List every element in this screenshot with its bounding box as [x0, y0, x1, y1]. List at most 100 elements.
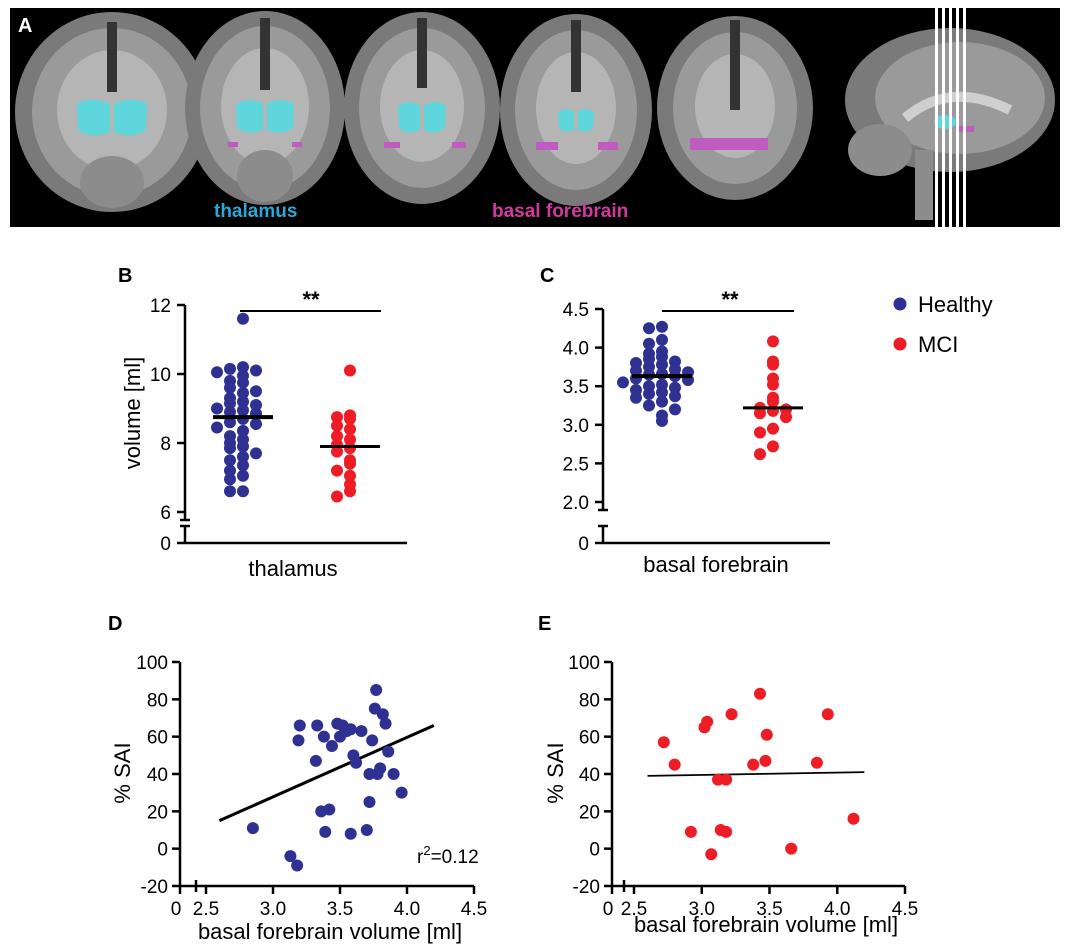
thalamus-region-label: thalamus	[214, 201, 297, 222]
panel-b-y-tick-label: 10	[150, 365, 171, 386]
panel-b-point-healthy	[224, 381, 236, 394]
panel-c-point-healthy	[669, 381, 681, 394]
panel-d-y-tick-label: 100	[136, 653, 168, 674]
panel-e-x-axis-label: basal forebrain volume [ml]	[634, 912, 898, 937]
panel-c-y-tick-label: 2.0	[563, 493, 589, 514]
panel-c-point-mci	[767, 422, 779, 435]
panel-d-point-healthy	[374, 762, 387, 775]
panel-d-point-healthy	[350, 756, 363, 769]
panel-d-point-healthy	[363, 796, 376, 808]
panel-b-y-tick-label-zero: 0	[160, 534, 171, 555]
panel-d-x-tick-label: 4.5	[461, 899, 487, 920]
panel-e-y-tick-label: 40	[579, 765, 600, 786]
panel-e-point-mci	[720, 773, 733, 786]
panel-e-point-mci	[684, 825, 697, 838]
panel-d-point-healthy	[309, 754, 322, 767]
panel-c-point-healthy	[656, 386, 668, 399]
panel-c-point-healthy	[656, 358, 668, 371]
panel-b-point-healthy	[250, 364, 262, 377]
panel-c-point-mci	[767, 335, 779, 348]
panel-b-point-healthy	[237, 485, 249, 498]
panel-d-point-healthy	[293, 719, 306, 732]
panel-d-r-squared: r2=0.12	[417, 843, 479, 868]
panel-d-point-healthy	[344, 723, 357, 736]
panel-c-point-healthy	[643, 399, 655, 412]
coronal-slice-2	[185, 11, 345, 205]
panel-d-point-healthy	[292, 734, 305, 747]
panel-d-point-healthy	[291, 859, 304, 872]
panel-b-point-mci	[344, 469, 356, 482]
panel-b-point-healthy	[224, 473, 236, 486]
panel-e-y-tick-label: -20	[573, 877, 600, 898]
panel-e-x-tick-label-zero: 0	[603, 899, 614, 920]
panel-b-y-tick-label: 12	[150, 296, 171, 317]
panel-b-point-mci	[344, 433, 356, 446]
panel-d-point-healthy	[382, 745, 395, 758]
panel-c-point-mci	[754, 426, 766, 439]
panel-c-point-mci	[767, 440, 779, 453]
panel-d-point-healthy	[317, 730, 330, 743]
panel-b-y-tick-label: 8	[160, 434, 171, 455]
panel-b-thalamus-volume: B volume [ml] thalamus ** 0 6 8 10 12	[118, 265, 407, 581]
panel-b-point-healthy	[237, 361, 249, 374]
panel-b-point-mci	[331, 430, 343, 443]
panel-b-point-healthy	[237, 440, 249, 453]
panel-b-point-healthy	[237, 404, 249, 417]
panel-c-point-healthy	[656, 333, 668, 346]
panel-c-y-tick-label: 3.0	[563, 416, 589, 437]
panel-b-point-healthy	[224, 485, 236, 498]
panel-c-point-healthy	[617, 376, 629, 389]
panel-c-point-mci	[780, 411, 792, 424]
panel-c-point-mci	[767, 358, 779, 371]
panel-b-point-healthy	[237, 469, 249, 482]
panel-d-x-tick-label: 3.0	[260, 899, 286, 920]
panel-b-point-mci	[331, 490, 343, 503]
panel-c-point-healthy	[669, 403, 681, 416]
panel-b-point-healthy	[224, 416, 236, 429]
panel-e-point-mci	[847, 812, 860, 825]
panel-e-point-mci	[720, 825, 733, 838]
panel-d-point-healthy	[395, 786, 408, 799]
panel-b-point-mci	[344, 423, 356, 436]
coronal-slice-1	[15, 12, 209, 212]
panel-d-y-tick-label: 60	[147, 728, 168, 749]
panel-e-x-tick-label: 4.5	[892, 899, 918, 920]
panel-c-significance: **	[721, 287, 739, 312]
panel-d-y-tick-label: -20	[141, 877, 168, 898]
coronal-slice-5	[657, 16, 813, 200]
coronal-slice-4	[500, 14, 652, 206]
panel-b-point-healthy	[211, 366, 223, 379]
panel-c-point-healthy	[656, 395, 668, 408]
panel-d-point-healthy	[376, 708, 389, 721]
panel-e-point-mci	[747, 758, 760, 771]
panel-e-point-mci	[701, 715, 714, 728]
panel-b-point-mci	[331, 464, 343, 477]
panel-d-y-tick-label: 20	[147, 802, 168, 823]
panel-d-fit-line	[218, 724, 435, 823]
panel-b-point-healthy	[250, 399, 262, 412]
panel-b-point-healthy	[237, 386, 249, 399]
panel-c-point-mci	[767, 395, 779, 408]
panel-c-y-tick-label-zero: 0	[578, 534, 589, 555]
panel-d-x-tick-label: 3.5	[327, 899, 353, 920]
panel-b-point-healthy	[237, 395, 249, 408]
panel-a: A thalamus basal forebrain	[10, 8, 1060, 227]
panel-letter-d: D	[108, 613, 122, 635]
panel-e-y-axis-label: % SAI	[543, 742, 568, 803]
panel-b-point-healthy	[237, 424, 249, 437]
panel-d-point-healthy	[319, 825, 332, 838]
panel-b-point-mci	[344, 364, 356, 377]
legend: Healthy MCI	[893, 292, 993, 357]
panel-d-point-healthy	[355, 725, 368, 738]
panel-b-marks: 0 6 8 10 12	[150, 296, 407, 555]
panel-e-x-tick-label: 2.5	[621, 899, 647, 920]
panel-c-y-tick-label: 3.5	[563, 377, 589, 398]
panel-d-point-healthy	[246, 822, 259, 835]
panel-b-point-healthy	[237, 450, 249, 463]
panel-b-point-mci	[344, 485, 356, 498]
panel-b-y-axis-label: volume [ml]	[120, 357, 145, 469]
panel-c-point-healthy	[643, 322, 655, 335]
panel-d-y-tick-label: 40	[147, 765, 168, 786]
panel-e-point-mci	[760, 728, 773, 741]
panel-b-x-axis-label: thalamus	[248, 556, 337, 581]
